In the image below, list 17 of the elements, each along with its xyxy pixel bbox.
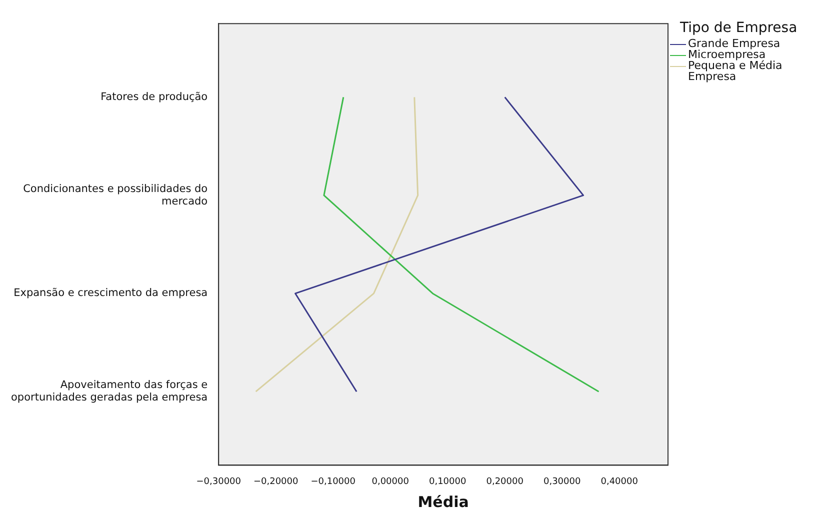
x-tick-label: 0,40000	[600, 476, 638, 487]
legend-label: Grande Empresa	[688, 37, 780, 50]
x-tick-label: 0,20000	[486, 476, 524, 487]
x-axis-title: Média	[418, 492, 469, 511]
x-tick-label: −0,30000	[196, 476, 242, 487]
y-tick-label: Fatores de produção	[100, 90, 208, 103]
x-tick-label: 0,30000	[543, 476, 581, 487]
legend-label: Pequena e Média Empresa	[688, 59, 784, 83]
legend-label: Microempresa	[688, 48, 766, 61]
x-tick-label: 0,10000	[428, 476, 466, 487]
y-tick-label: Condicionantes e possibilidades do mercado	[23, 182, 208, 208]
x-tick-label: 0,00000	[372, 476, 410, 487]
y-tick-label: Apoveitamento das forças e oportunidades geradas pela empresa	[11, 379, 208, 404]
x-tick-label: −0,20000	[253, 476, 299, 487]
y-tick-label: Expansão e crescimento da empresa	[14, 287, 208, 300]
x-tick-label: −0,10000	[310, 476, 356, 487]
legend-title: Tipo de Empresa	[680, 20, 798, 36]
